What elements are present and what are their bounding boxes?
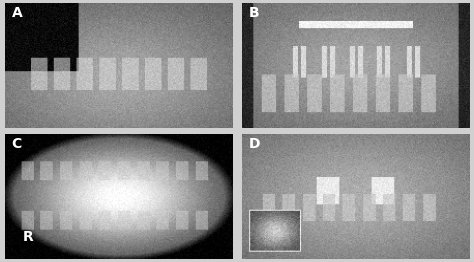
Text: C: C <box>11 137 22 151</box>
Text: D: D <box>248 137 260 151</box>
Text: A: A <box>11 6 22 20</box>
Text: B: B <box>248 6 259 20</box>
Text: R: R <box>23 230 34 244</box>
